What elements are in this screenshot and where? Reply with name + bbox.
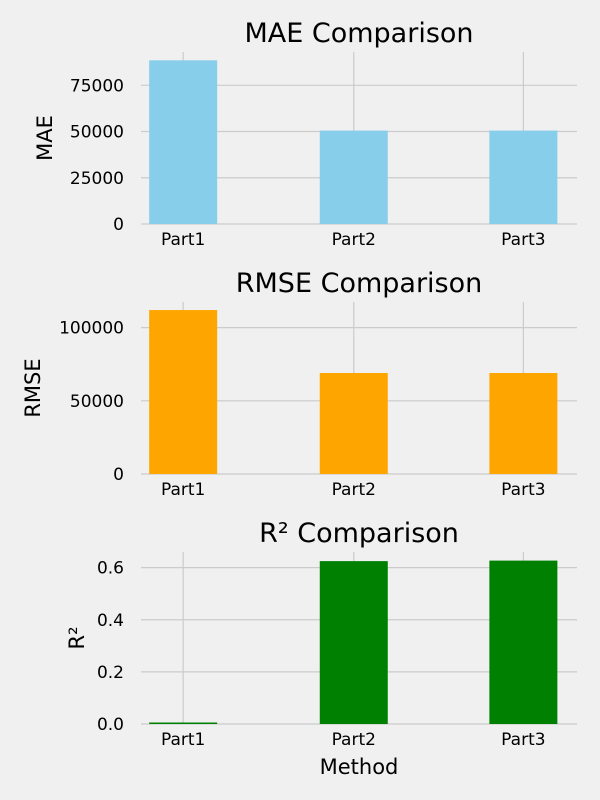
y-axis-label-3: R²: [65, 626, 89, 649]
y-tick-label-1-2: 50000: [70, 123, 124, 143]
x-tick-label-3-2: Part3: [501, 730, 545, 750]
x-tick-label-3-0: Part1: [161, 730, 205, 750]
bar-part3-chart3: [489, 560, 558, 724]
bar-part1-chart1: [149, 60, 218, 224]
bar-part1-chart3: [149, 722, 218, 724]
bar-part3-chart2: [489, 372, 558, 474]
x-tick-label-1-1: Part2: [332, 230, 376, 250]
y-tick-label-2-1: 50000: [70, 392, 124, 412]
bar-part2-chart1: [319, 130, 388, 224]
chart-title-3: R² Comparison: [259, 518, 459, 549]
y-tick-label-2-2: 100000: [59, 319, 124, 339]
y-tick-label-1-0: 0: [113, 215, 124, 235]
x-tick-label-2-2: Part3: [501, 480, 545, 500]
bar-part3-chart1: [489, 130, 558, 224]
y-tick-label-3-1: 0.2: [97, 663, 124, 683]
bar-part1-chart2: [149, 310, 218, 474]
x-tick-label-1-2: Part3: [501, 230, 545, 250]
x-axis-label-3: Method: [320, 755, 399, 779]
y-tick-label-1-1: 25000: [70, 169, 124, 189]
y-tick-label-3-2: 0.4: [97, 611, 124, 631]
y-tick-label-1-3: 75000: [70, 76, 124, 96]
y-tick-label-3-0: 0.0: [97, 715, 124, 735]
x-tick-label-1-0: Part1: [161, 230, 205, 250]
bar-part2-chart3: [319, 561, 388, 724]
x-tick-label-2-1: Part2: [332, 480, 376, 500]
x-tick-label-3-1: Part2: [332, 730, 376, 750]
x-tick-label-2-0: Part1: [161, 480, 205, 500]
chart-title-1: MAE Comparison: [244, 18, 473, 49]
y-tick-label-2-0: 0: [113, 465, 124, 485]
y-axis-label-2: RMSE: [21, 358, 45, 417]
y-axis-label-1: MAE: [33, 115, 57, 161]
chart-title-2: RMSE Comparison: [236, 268, 483, 299]
y-tick-label-3-3: 0.6: [97, 559, 124, 579]
bar-part2-chart2: [319, 372, 388, 474]
